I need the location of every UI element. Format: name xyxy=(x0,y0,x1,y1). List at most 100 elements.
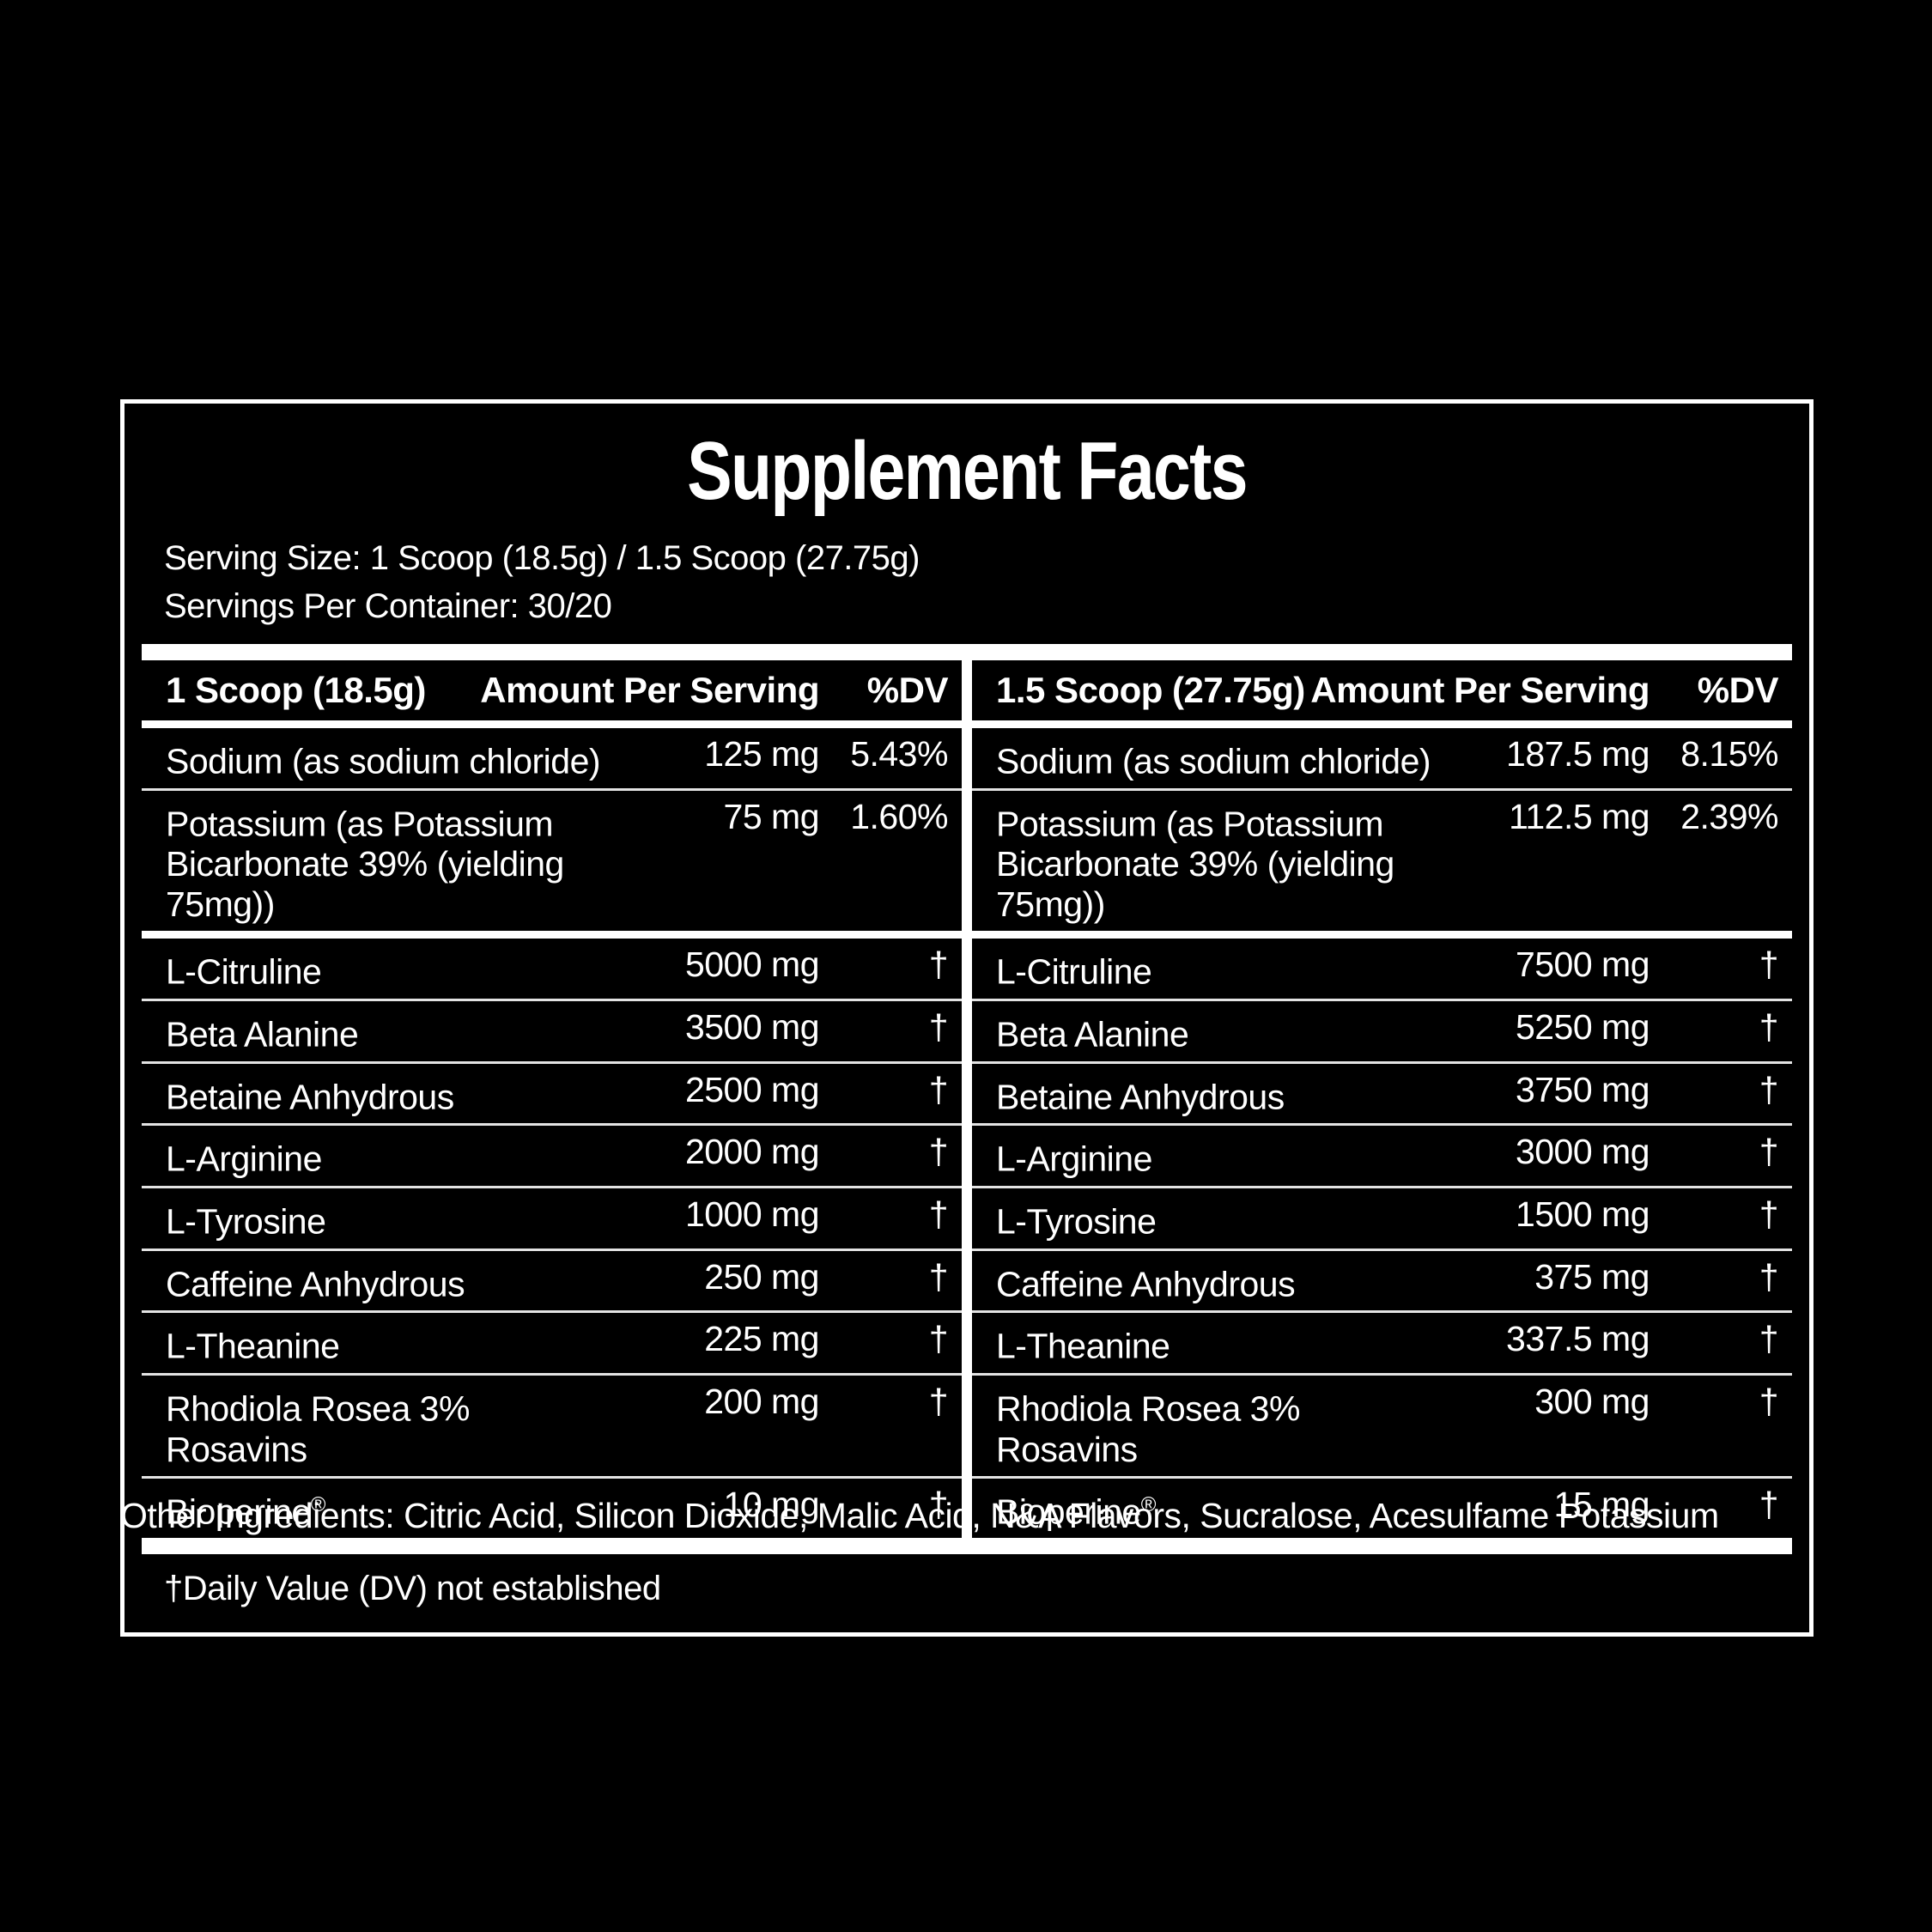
row-ingredient-name-line2: Bicarbonate 39% (yielding 75mg)) xyxy=(166,844,564,925)
row-amount: 187.5 mg xyxy=(1506,734,1649,774)
row-amount: 75 mg xyxy=(723,796,820,836)
row-ingredient-name: Caffeine Anhydrous xyxy=(996,1264,1296,1304)
facts-table-1-5-scoop: 1.5 Scoop (27.75g) Amount Per Serving %D… xyxy=(972,660,1792,1539)
row-amount: 5000 mg xyxy=(684,945,820,985)
amount-per-serving-header: Amount Per Serving xyxy=(480,670,819,710)
row-ingredient-name: L-Theanine xyxy=(996,1326,1170,1366)
row-amount: 2000 mg xyxy=(684,1132,820,1172)
table-row: L-Arginine 2000 mg † xyxy=(142,1123,962,1186)
row-ingredient-name: Bioperine® xyxy=(166,1492,326,1532)
table-row: L-Tyrosine 1000 mg † xyxy=(142,1185,962,1249)
top-thick-divider xyxy=(142,644,1792,660)
table-row: Beta Alanine 5250 mg † xyxy=(972,998,1792,1061)
dv-footnote: †Daily Value (DV) not established xyxy=(164,1570,661,1608)
percent-dv-header: %DV xyxy=(1697,670,1779,710)
registered-trademark-symbol: ® xyxy=(1140,1492,1157,1516)
row-ingredient-name: L-Citruline xyxy=(996,951,1152,992)
row-amount: 1000 mg xyxy=(684,1194,820,1234)
row-ingredient-name: L-Tyrosine xyxy=(996,1201,1157,1242)
table-row: Bioperine® 15 mg † xyxy=(972,1475,1792,1539)
row-dv: † xyxy=(928,1069,949,1109)
row-amount: 3500 mg xyxy=(684,1006,820,1047)
serving-size-text: Serving Size: 1 Scoop (18.5g) / 1.5 Scoo… xyxy=(164,539,920,577)
ingredients-rows: L-Citruline 7500 mg † Beta Alanine 5250 … xyxy=(972,939,1792,1538)
other-ingredients-text: Other Ingredients: Citric Acid, Silicon … xyxy=(120,1496,1719,1535)
row-dv: † xyxy=(1759,1256,1779,1297)
serving-info: Serving Size: 1 Scoop (18.5g) / 1.5 Scoo… xyxy=(164,534,1792,630)
table-header: 1 Scoop (18.5g) Amount Per Serving %DV xyxy=(142,660,962,720)
row-dv: † xyxy=(1759,1194,1779,1234)
table-row: Potassium (as Potassium Bicarbonate 39% … xyxy=(972,787,1792,932)
row-ingredient-name: L-Arginine xyxy=(996,1139,1152,1179)
row-ingredient-name-line2: Bicarbonate 39% (yielding 75mg)) xyxy=(996,844,1394,925)
row-amount: 125 mg xyxy=(704,734,819,774)
row-amount: 7500 mg xyxy=(1515,945,1650,985)
section-divider xyxy=(972,931,1792,939)
row-ingredient-name: L-Citruline xyxy=(166,951,322,992)
row-ingredient-name: Rhodiola Rosea 3% Rosavins xyxy=(996,1382,1452,1470)
table-row: Betaine Anhydrous 3750 mg † xyxy=(972,1060,1792,1124)
row-dv: † xyxy=(1759,1006,1779,1047)
table-row: Caffeine Anhydrous 250 mg † xyxy=(142,1248,962,1311)
table-row: L-Tyrosine 1500 mg † xyxy=(972,1185,1792,1249)
table-row: Sodium (as sodium chloride) 125 mg 5.43% xyxy=(142,728,962,788)
row-dv: † xyxy=(928,1381,949,1421)
row-amount: 15 mg xyxy=(1553,1484,1650,1524)
bottom-thick-divider xyxy=(142,1538,1792,1555)
row-ingredient-name: Betaine Anhydrous xyxy=(996,1077,1285,1117)
row-ingredient-name: L-Arginine xyxy=(166,1139,322,1179)
row-ingredient-name: Beta Alanine xyxy=(166,1014,359,1054)
table-row: Potassium (as Potassium Bicarbonate 39% … xyxy=(142,787,962,932)
tables-vertical-divider xyxy=(962,660,972,1539)
row-dv: † xyxy=(928,945,949,985)
table-row: Rhodiola Rosea 3% Rosavins 200 mg † xyxy=(142,1372,962,1476)
row-amount: 375 mg xyxy=(1534,1256,1649,1297)
row-ingredient-name: Potassium (as Potassium Bicarbonate 39% … xyxy=(996,797,1452,926)
row-amount: 225 mg xyxy=(704,1319,819,1359)
registered-trademark-symbol: ® xyxy=(310,1492,326,1516)
row-dv: † xyxy=(928,1484,949,1524)
row-ingredient-name: L-Theanine xyxy=(166,1326,340,1366)
table-row: L-Theanine 225 mg † xyxy=(142,1310,962,1373)
row-ingredient-name: Caffeine Anhydrous xyxy=(166,1264,465,1304)
row-ingredient-name: Bioperine® xyxy=(996,1492,1157,1532)
minerals-rows: Sodium (as sodium chloride) 125 mg 5.43%… xyxy=(142,728,962,931)
table-row: Bioperine® 10 mg † xyxy=(142,1475,962,1539)
row-dv: † xyxy=(1759,945,1779,985)
row-amount: 2500 mg xyxy=(684,1069,820,1109)
row-ingredient-name: Sodium (as sodium chloride) xyxy=(996,741,1431,781)
row-dv: † xyxy=(1759,1484,1779,1524)
row-dv: † xyxy=(928,1194,949,1234)
ingredients-rows: L-Citruline 5000 mg † Beta Alanine 3500 … xyxy=(142,939,962,1538)
row-ingredient-name-line2: Rosavins xyxy=(996,1429,1138,1469)
table-row: Sodium (as sodium chloride) 187.5 mg 8.1… xyxy=(972,728,1792,788)
table-header: 1.5 Scoop (27.75g) Amount Per Serving %D… xyxy=(972,660,1792,720)
section-divider xyxy=(142,931,962,939)
header-divider xyxy=(972,720,1792,728)
row-dv: † xyxy=(1759,1069,1779,1109)
row-amount: 1500 mg xyxy=(1515,1194,1650,1234)
scoop-size-header: 1 Scoop (18.5g) xyxy=(166,670,426,710)
table-row: L-Arginine 3000 mg † xyxy=(972,1123,1792,1186)
row-amount: 10 mg xyxy=(723,1484,820,1524)
table-row: L-Theanine 337.5 mg † xyxy=(972,1310,1792,1373)
row-amount: 200 mg xyxy=(704,1381,819,1421)
scoop-size-header: 1.5 Scoop (27.75g) xyxy=(996,670,1305,710)
row-ingredient-name: Rhodiola Rosea 3% Rosavins xyxy=(166,1382,622,1470)
table-row: Caffeine Anhydrous 375 mg † xyxy=(972,1248,1792,1311)
facts-table-1-scoop: 1 Scoop (18.5g) Amount Per Serving %DV S… xyxy=(142,660,962,1539)
row-amount: 3750 mg xyxy=(1515,1069,1650,1109)
table-row: Rhodiola Rosea 3% Rosavins 300 mg † xyxy=(972,1372,1792,1476)
table-row: Betaine Anhydrous 2500 mg † xyxy=(142,1060,962,1124)
servings-per-container-text: Servings Per Container: 30/20 xyxy=(164,587,612,625)
row-ingredient-name-line2: Rosavins xyxy=(166,1429,307,1469)
row-dv: † xyxy=(1759,1132,1779,1172)
row-ingredient-name: L-Tyrosine xyxy=(166,1201,326,1242)
row-dv: 1.60% xyxy=(850,796,948,836)
table-row: L-Citruline 7500 mg † xyxy=(972,939,1792,999)
row-dv: 8.15% xyxy=(1680,734,1778,774)
row-dv: 5.43% xyxy=(850,734,948,774)
row-amount: 337.5 mg xyxy=(1506,1319,1649,1359)
row-dv: † xyxy=(928,1006,949,1047)
